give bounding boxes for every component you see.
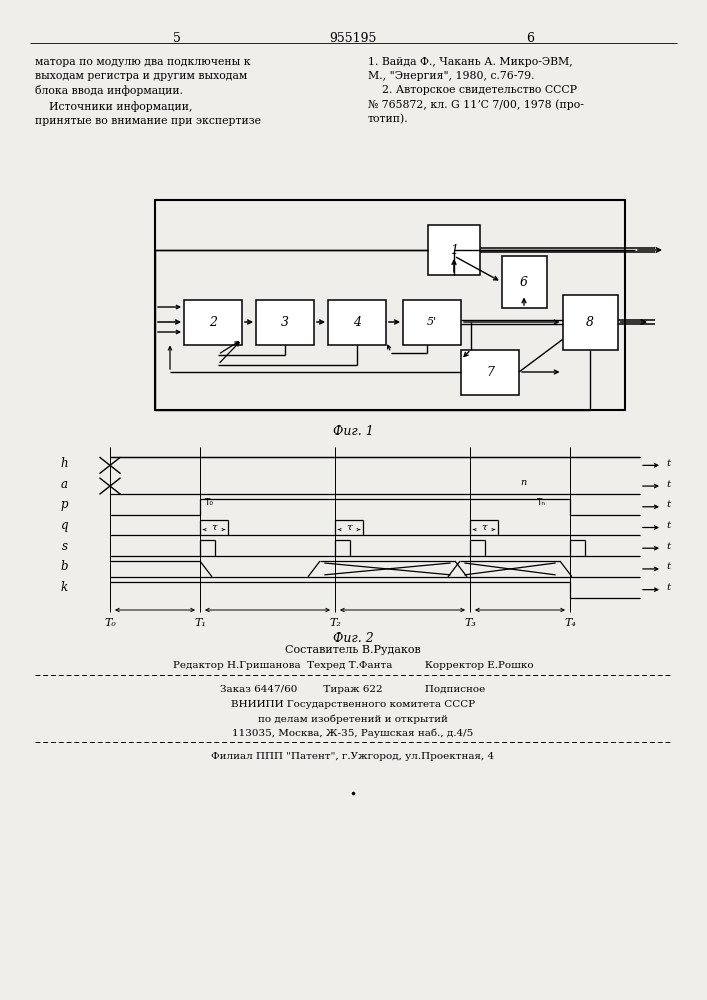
Text: k: k: [61, 581, 68, 594]
Bar: [563, 294, 617, 350]
Text: t: t: [666, 562, 670, 571]
Text: T₂: T₂: [329, 618, 341, 628]
Text: ВНИИПИ Государственного комитета СССР: ВНИИПИ Государственного комитета СССР: [231, 700, 475, 709]
Text: t: t: [666, 583, 670, 592]
Text: 5: 5: [173, 32, 181, 45]
Text: 1: 1: [450, 243, 458, 256]
Text: Филиал ППП "Патент", г.Ужгород, ул.Проектная, 4: Филиал ППП "Патент", г.Ужгород, ул.Проек…: [211, 752, 495, 761]
Text: t: t: [666, 500, 670, 509]
Bar: [184, 300, 242, 344]
Text: a: a: [61, 478, 68, 491]
Text: T₀: T₀: [204, 498, 213, 507]
Text: τ: τ: [211, 523, 217, 532]
Text: 113035, Москва, Ж-35, Раушская наб., д.4/5: 113035, Москва, Ж-35, Раушская наб., д.4…: [233, 728, 474, 738]
Text: Заказ 6447/60        Тираж 622             Подписное: Заказ 6447/60 Тираж 622 Подписное: [221, 685, 486, 694]
Text: q: q: [61, 519, 68, 532]
Text: t: t: [666, 542, 670, 551]
Text: 7: 7: [486, 365, 494, 378]
Text: Tₙ: Tₙ: [536, 498, 545, 507]
Text: 6: 6: [526, 32, 534, 45]
Text: Составитель В.Рудаков: Составитель В.Рудаков: [285, 645, 421, 655]
Bar: [461, 350, 519, 394]
Text: τ: τ: [346, 523, 352, 532]
Text: T₀: T₀: [104, 618, 116, 628]
Text: 8: 8: [586, 316, 594, 328]
Text: 3: 3: [281, 316, 289, 328]
Text: 6: 6: [520, 275, 528, 288]
Text: 4: 4: [353, 316, 361, 328]
Text: матора по модулю два подключены к
выходам регистра и другим выходам
блока ввода : матора по модулю два подключены к выхода…: [35, 57, 261, 126]
Text: n: n: [520, 478, 526, 487]
Text: T₁: T₁: [194, 618, 206, 628]
Bar: [155, 200, 625, 410]
Text: T₄: T₄: [564, 618, 576, 628]
Text: s: s: [62, 540, 68, 553]
Text: 2: 2: [209, 316, 217, 328]
Bar: [428, 225, 480, 275]
Text: 1. Вайда Ф., Чакань А. Микро-ЭВМ,
М., "Энергия", 1980, с.76-79.
    2. Авторское: 1. Вайда Ф., Чакань А. Микро-ЭВМ, М., "Э…: [368, 57, 584, 124]
Bar: [328, 300, 386, 344]
Text: t: t: [666, 459, 670, 468]
Text: 5': 5': [427, 317, 437, 327]
Text: t: t: [666, 480, 670, 489]
Text: τ: τ: [481, 523, 487, 532]
Text: 955195: 955195: [329, 32, 377, 45]
Text: Редактор Н.Гришанова  Техред Т.Фанта          Корректор Е.Рошко: Редактор Н.Гришанова Техред Т.Фанта Корр…: [173, 661, 533, 670]
Text: Фиг. 2: Фиг. 2: [332, 632, 373, 645]
Text: h: h: [60, 457, 68, 470]
Text: b: b: [61, 560, 68, 573]
Text: T₃: T₃: [464, 618, 476, 628]
Text: t: t: [666, 521, 670, 530]
Text: p: p: [61, 498, 68, 511]
Bar: [256, 300, 314, 344]
Text: Фиг. 1: Фиг. 1: [332, 425, 373, 438]
Text: по делам изобретений и открытий: по делам изобретений и открытий: [258, 714, 448, 724]
Bar: [403, 300, 461, 344]
Bar: [501, 256, 547, 308]
